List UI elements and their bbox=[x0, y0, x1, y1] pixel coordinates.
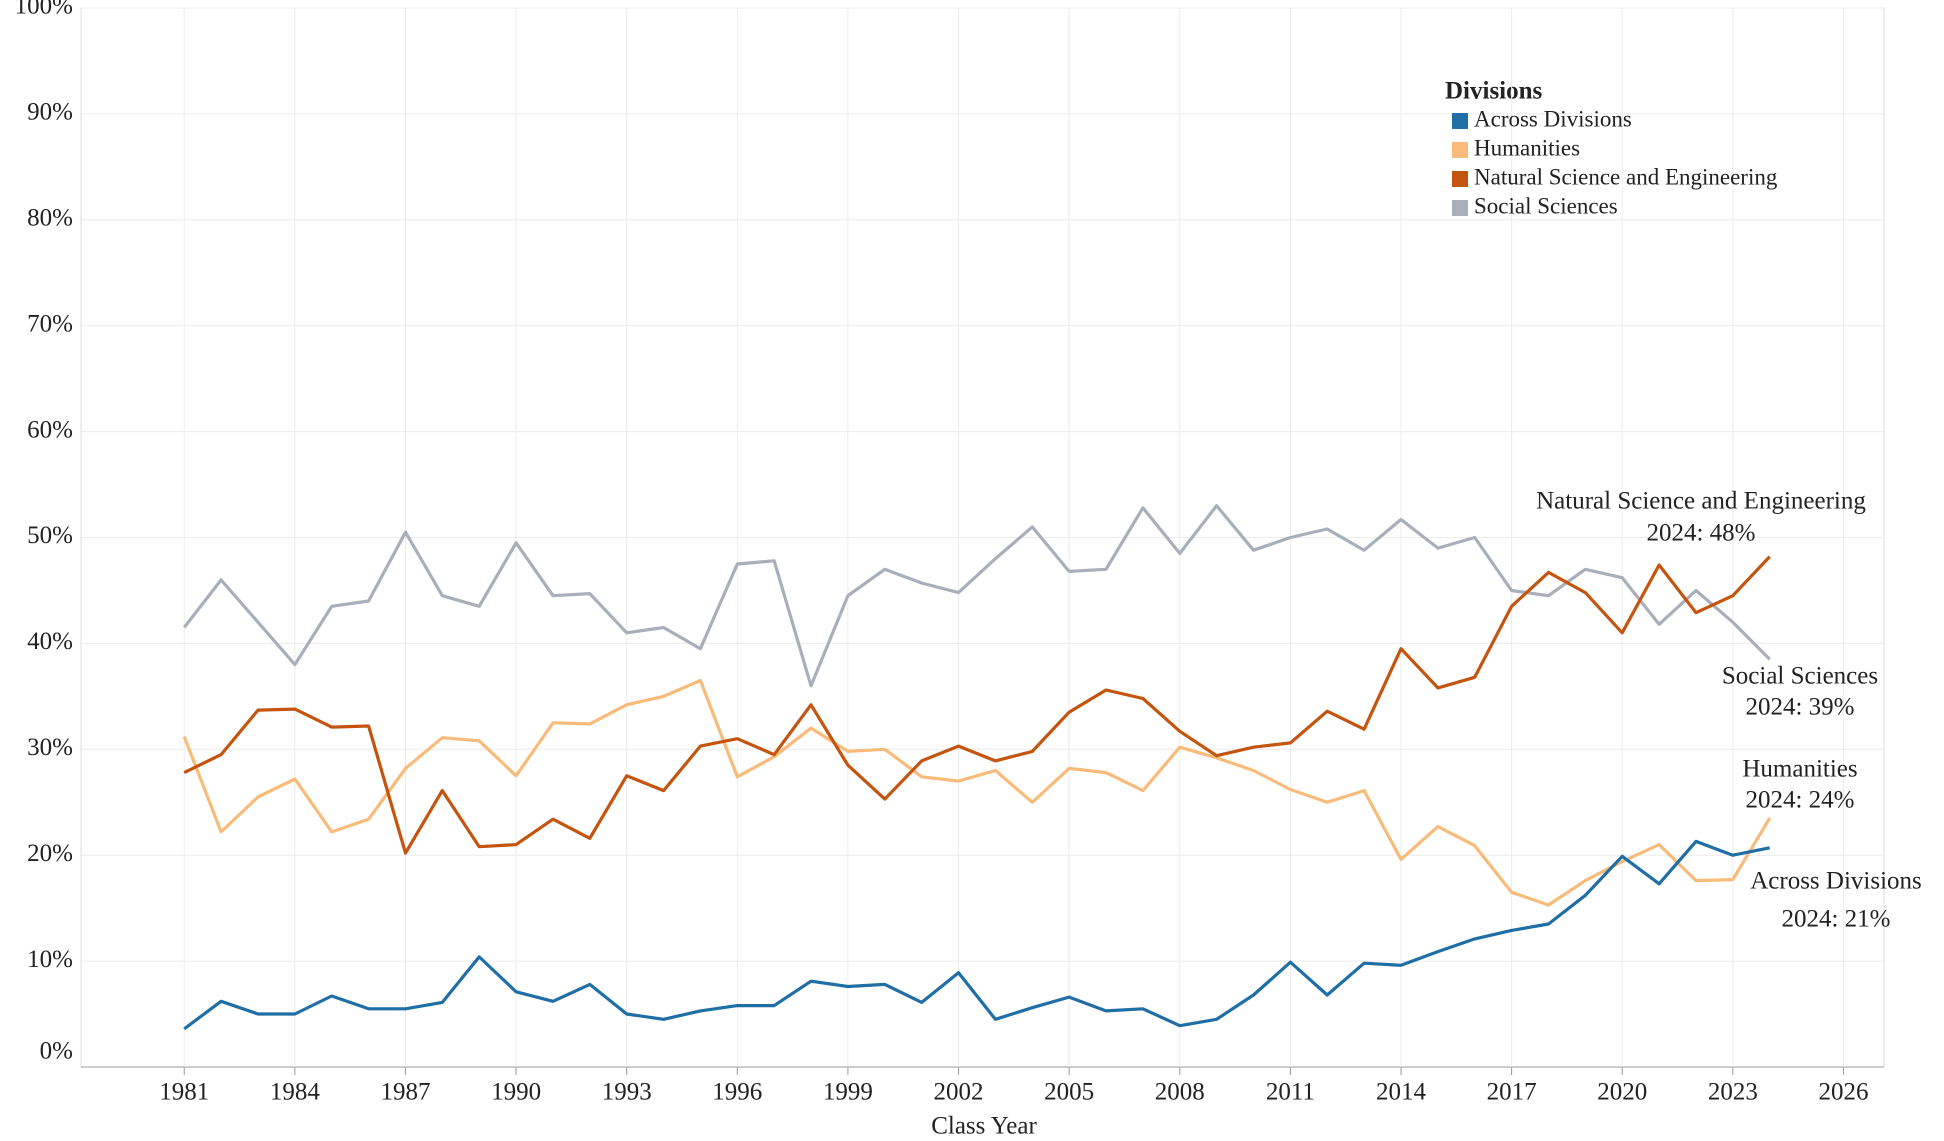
annotation: 2024: 39% bbox=[1745, 694, 1854, 721]
y-tick-label: 70% bbox=[27, 310, 73, 337]
x-tick-label: 2017 bbox=[1487, 1079, 1537, 1106]
x-tick-label: 2011 bbox=[1266, 1079, 1315, 1106]
y-tick-label: 20% bbox=[27, 840, 73, 867]
annotation: Humanities bbox=[1742, 756, 1857, 783]
x-tick-label: 2005 bbox=[1044, 1079, 1094, 1106]
x-tick-label: 2026 bbox=[1818, 1079, 1868, 1106]
x-tick-label: 1984 bbox=[270, 1079, 321, 1106]
y-tick-label: 90% bbox=[27, 99, 73, 126]
x-tick-label: 1996 bbox=[712, 1079, 762, 1106]
y-tick-label: 50% bbox=[27, 522, 73, 549]
x-tick-label: 1981 bbox=[159, 1079, 209, 1106]
y-tick-label: 100% bbox=[15, 0, 73, 20]
x-tick-label: 2020 bbox=[1597, 1079, 1647, 1106]
annotation: 2024: 48% bbox=[1646, 520, 1755, 547]
annotation: Social Sciences bbox=[1722, 663, 1878, 690]
x-axis-label: Class Year bbox=[931, 1113, 1037, 1140]
x-tick-label: 2023 bbox=[1708, 1079, 1758, 1106]
series-line bbox=[182, 678, 1772, 907]
y-tick-label: 60% bbox=[27, 416, 73, 443]
legend-swatch bbox=[1452, 171, 1468, 187]
y-tick-label: 40% bbox=[27, 628, 73, 655]
legend-label: Across Divisions bbox=[1474, 106, 1632, 131]
y-tick-label: 30% bbox=[27, 734, 73, 761]
legend-swatch bbox=[1452, 113, 1468, 129]
legend-title: Divisions bbox=[1445, 78, 1543, 105]
x-tick-label: 1990 bbox=[491, 1079, 541, 1106]
annotation: Natural Science and Engineering bbox=[1536, 488, 1866, 515]
series-line bbox=[183, 555, 1771, 855]
y-tick-label: 0% bbox=[40, 1038, 73, 1065]
legend-label: Natural Science and Engineering bbox=[1474, 164, 1778, 189]
x-tick-label: 2014 bbox=[1376, 1079, 1427, 1106]
y-tick-label: 10% bbox=[27, 946, 73, 973]
series-line bbox=[183, 839, 1771, 1031]
legend-swatch bbox=[1452, 200, 1468, 216]
series-line bbox=[182, 504, 1771, 688]
annotation: Across Divisions bbox=[1750, 868, 1922, 895]
x-tick-label: 2008 bbox=[1155, 1079, 1205, 1106]
x-tick-label: 2002 bbox=[934, 1079, 984, 1106]
legend-label: Humanities bbox=[1474, 135, 1580, 160]
annotation: 2024: 24% bbox=[1745, 787, 1854, 814]
x-tick-label: 1993 bbox=[602, 1079, 652, 1106]
x-tick-label: 1999 bbox=[823, 1079, 873, 1106]
x-tick-label: 1987 bbox=[380, 1079, 430, 1106]
legend-label: Social Sciences bbox=[1474, 193, 1618, 218]
legend-swatch bbox=[1452, 142, 1468, 158]
annotation: 2024: 21% bbox=[1781, 906, 1890, 933]
y-tick-label: 80% bbox=[27, 205, 73, 232]
